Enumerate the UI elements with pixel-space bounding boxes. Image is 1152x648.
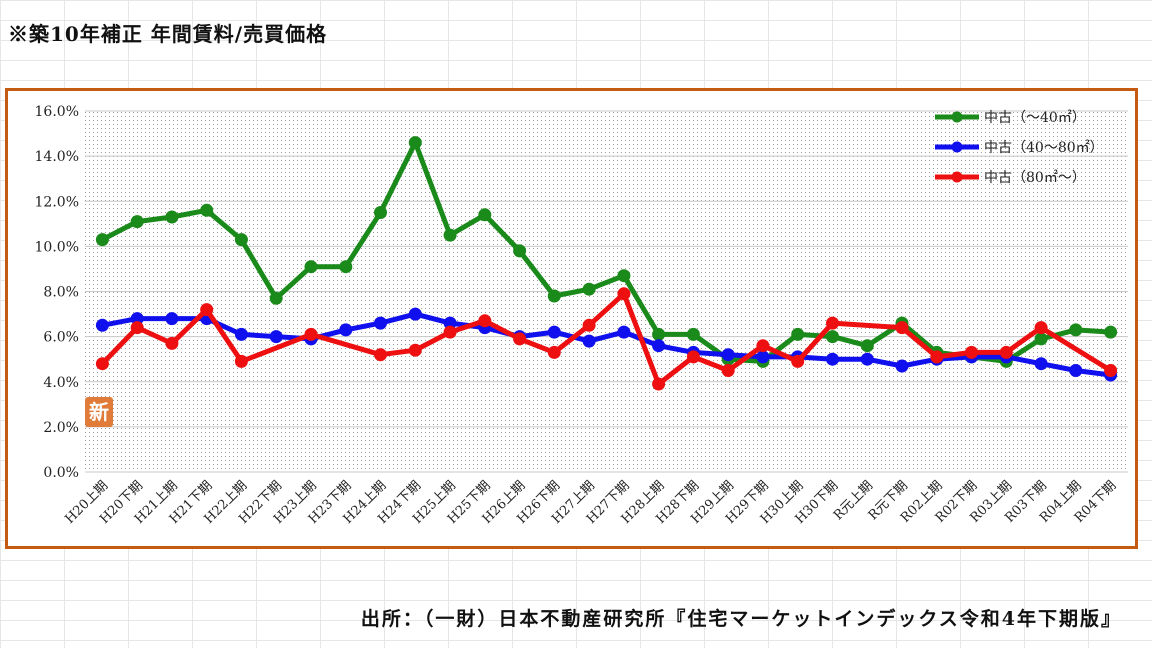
data-point [339,260,353,274]
data-point [165,336,179,350]
data-point [965,345,978,359]
data-point [686,327,700,341]
data-point [513,332,527,346]
legend-swatch-marker [951,171,963,183]
data-point [374,348,387,362]
data-point [269,330,283,344]
data-point [791,327,805,341]
data-point [513,244,527,258]
data-point [860,339,874,353]
new-badge: 新 [85,397,113,427]
series-group [95,136,1118,391]
data-point [130,312,144,326]
series-line [100,291,1112,387]
chart-frame: 0.0% 2.0% 4.0% 6.0% 8.0% 10.0% 12.0% 14.0% 16.0%… [5,88,1138,549]
legend-swatch-marker [951,111,963,123]
x-axis: H20上期H20下期H21上期H21下期H22上期H22下期H23上期H23下期… [62,478,1119,527]
data-point [547,325,561,339]
data-point [547,345,561,359]
y-tick-label: 16.0% [35,104,79,120]
data-point [582,318,596,332]
data-point [165,210,179,224]
data-point [547,289,561,303]
data-point [1069,364,1083,377]
data-point [408,136,422,150]
data-point [1034,321,1048,335]
data-point [95,357,109,371]
data-point [130,321,144,335]
data-point [582,282,596,296]
data-point [826,316,839,330]
data-point [408,343,422,357]
legend-label: 中古（80㎡～） [984,170,1086,186]
data-point [756,339,770,353]
y-tick-label: 4.0% [43,375,79,391]
data-point [895,321,909,335]
data-point [826,330,839,344]
data-point [443,325,457,339]
data-point [304,327,318,341]
data-point [339,323,353,337]
data-point [374,316,387,330]
data-point [617,325,631,339]
data-point [130,215,144,229]
data-point [617,287,631,301]
data-point [200,303,214,317]
data-point [408,307,422,321]
data-point [617,269,631,283]
data-point [791,354,805,368]
data-point [652,327,666,341]
data-point [582,334,596,348]
gridlines [85,110,1128,473]
y-tick-label: 12.0% [35,194,79,210]
data-point [721,364,735,377]
data-point [95,318,109,332]
data-point [234,354,248,368]
legend: 中古（～40㎡） 中古（40～80㎡） 中古（80㎡～） [935,110,1104,186]
data-point [826,352,839,366]
data-point [478,208,492,222]
data-point [234,327,248,341]
y-tick-label: 6.0% [43,330,79,346]
source-note: 出所：（一財）日本不動産研究所『住宅マーケットインデックス令和4年下期版』 [360,608,1122,630]
data-point [1104,364,1118,377]
data-point [895,359,909,373]
data-point [234,233,248,247]
series-3 [95,287,1118,391]
line-chart: 0.0% 2.0% 4.0% 6.0% 8.0% 10.0% 12.0% 14.0% 16.0%… [35,104,1128,527]
data-point [1034,332,1048,346]
data-point [860,352,874,366]
data-point [756,350,770,364]
data-point [443,316,457,330]
data-point [1104,325,1118,339]
data-point [686,350,700,364]
data-point [1069,323,1083,337]
data-point [999,345,1013,359]
y-tick-label: 2.0% [43,420,79,436]
data-point [165,312,179,326]
y-tick-label: 0.0% [43,465,79,481]
data-point [652,377,666,391]
data-point [478,314,492,328]
legend-label: 中古（40～80㎡） [984,140,1104,156]
data-point [930,350,944,364]
data-point [721,348,735,362]
data-point [652,339,666,353]
data-point [304,260,318,274]
data-point [200,203,214,217]
data-point [1034,357,1048,371]
data-point [269,291,283,305]
page-title: ※築10年補正 年間賃料/売買価格 [8,22,328,46]
new-badge-label: 新 [89,400,109,424]
legend-swatch-marker [951,141,963,153]
y-axis: 0.0% 2.0% 4.0% 6.0% 8.0% 10.0% 12.0% 14.0% 16.0% [35,104,79,481]
y-tick-label: 8.0% [43,285,79,301]
data-point [443,228,457,242]
data-point [374,206,387,219]
legend-label: 中古（～40㎡） [984,110,1086,126]
y-tick-label: 14.0% [35,149,79,165]
data-point [95,233,109,247]
y-tick-label: 10.0% [35,239,79,255]
